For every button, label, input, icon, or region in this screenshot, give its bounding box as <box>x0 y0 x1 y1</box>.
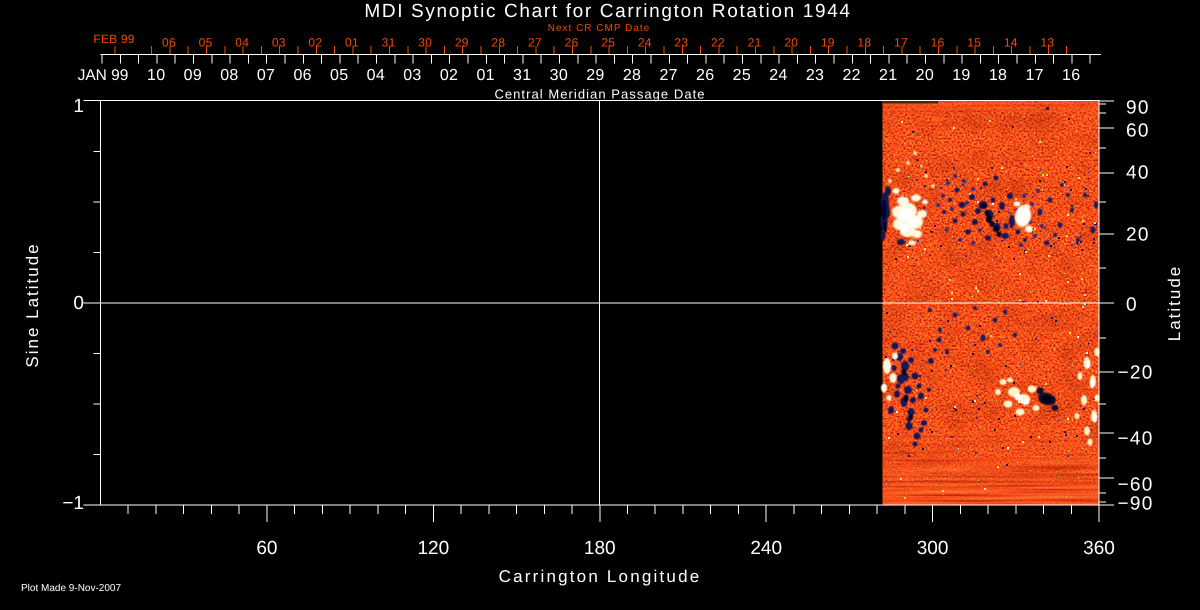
svg-text:16: 16 <box>1062 67 1080 84</box>
svg-text:31: 31 <box>513 67 531 84</box>
svg-text:06: 06 <box>293 67 311 84</box>
svg-text:19: 19 <box>821 36 835 50</box>
svg-text:25: 25 <box>601 36 615 50</box>
svg-text:−90: −90 <box>1118 494 1154 515</box>
svg-text:−60: −60 <box>1118 475 1154 496</box>
svg-text:04: 04 <box>367 67 385 84</box>
svg-text:28: 28 <box>623 67 641 84</box>
svg-text:29: 29 <box>455 36 469 50</box>
svg-text:09: 09 <box>184 67 202 84</box>
svg-text:180: 180 <box>584 538 616 559</box>
svg-text:1: 1 <box>73 96 84 117</box>
svg-text:360: 360 <box>1083 538 1115 559</box>
svg-text:01: 01 <box>345 36 359 50</box>
svg-text:60: 60 <box>1126 121 1150 142</box>
svg-text:27: 27 <box>659 67 677 84</box>
svg-text:02: 02 <box>440 67 458 84</box>
svg-text:21: 21 <box>879 67 897 84</box>
svg-text:Sine Latitude: Sine Latitude <box>23 242 42 367</box>
svg-text:Plot Made 9-Nov-2007: Plot Made 9-Nov-2007 <box>21 583 121 594</box>
svg-text:29: 29 <box>586 67 604 84</box>
svg-text:14: 14 <box>1004 36 1018 50</box>
svg-text:0: 0 <box>73 293 84 314</box>
svg-text:90: 90 <box>1126 98 1150 119</box>
svg-text:20: 20 <box>784 36 798 50</box>
svg-text:30: 30 <box>418 36 432 50</box>
svg-text:19: 19 <box>952 67 970 84</box>
svg-text:18: 18 <box>989 67 1007 84</box>
svg-text:15: 15 <box>967 36 981 50</box>
svg-text:23: 23 <box>674 36 688 50</box>
svg-text:30: 30 <box>550 67 568 84</box>
svg-text:24: 24 <box>769 67 787 84</box>
svg-text:Carrington Longitude: Carrington Longitude <box>499 567 702 586</box>
svg-text:23: 23 <box>806 67 824 84</box>
svg-text:0: 0 <box>1126 295 1138 316</box>
svg-text:MDI Synoptic Chart for Carring: MDI Synoptic Chart for Carrington Rotati… <box>364 1 851 22</box>
svg-text:22: 22 <box>711 36 725 50</box>
svg-text:01: 01 <box>476 67 494 84</box>
svg-text:−1: −1 <box>62 493 84 514</box>
svg-text:−40: −40 <box>1118 429 1154 450</box>
svg-text:20: 20 <box>1126 225 1150 246</box>
svg-text:13: 13 <box>1040 36 1054 50</box>
svg-text:60: 60 <box>256 538 277 559</box>
svg-text:07: 07 <box>257 67 275 84</box>
svg-text:26: 26 <box>696 67 714 84</box>
svg-text:22: 22 <box>842 67 860 84</box>
svg-text:−20: −20 <box>1118 363 1154 384</box>
svg-text:FEB 99: FEB 99 <box>93 32 134 46</box>
svg-text:24: 24 <box>638 36 652 50</box>
svg-text:26: 26 <box>565 36 579 50</box>
svg-text:240: 240 <box>750 538 782 559</box>
svg-text:300: 300 <box>917 538 949 559</box>
svg-text:Latitude: Latitude <box>1165 265 1184 342</box>
svg-text:31: 31 <box>382 36 396 50</box>
svg-text:03: 03 <box>272 36 286 50</box>
svg-text:120: 120 <box>417 538 449 559</box>
svg-text:05: 05 <box>199 36 213 50</box>
svg-text:21: 21 <box>748 36 762 50</box>
svg-text:02: 02 <box>308 36 322 50</box>
svg-text:20: 20 <box>916 67 934 84</box>
svg-text:Central Meridian Passage Date: Central Meridian Passage Date <box>494 87 705 102</box>
svg-text:18: 18 <box>857 36 871 50</box>
svg-text:06: 06 <box>162 36 176 50</box>
svg-text:28: 28 <box>491 36 505 50</box>
svg-text:Next CR CMP Date: Next CR CMP Date <box>548 23 651 34</box>
svg-text:25: 25 <box>733 67 751 84</box>
svg-text:05: 05 <box>330 67 348 84</box>
svg-text:08: 08 <box>220 67 238 84</box>
svg-text:17: 17 <box>1025 67 1043 84</box>
svg-text:16: 16 <box>931 36 945 50</box>
svg-text:40: 40 <box>1126 163 1150 184</box>
svg-text:10: 10 <box>147 67 165 84</box>
svg-text:JAN 99: JAN 99 <box>78 67 129 84</box>
svg-text:03: 03 <box>403 67 421 84</box>
svg-text:04: 04 <box>235 36 249 50</box>
svg-text:17: 17 <box>894 36 908 50</box>
svg-text:27: 27 <box>528 36 542 50</box>
